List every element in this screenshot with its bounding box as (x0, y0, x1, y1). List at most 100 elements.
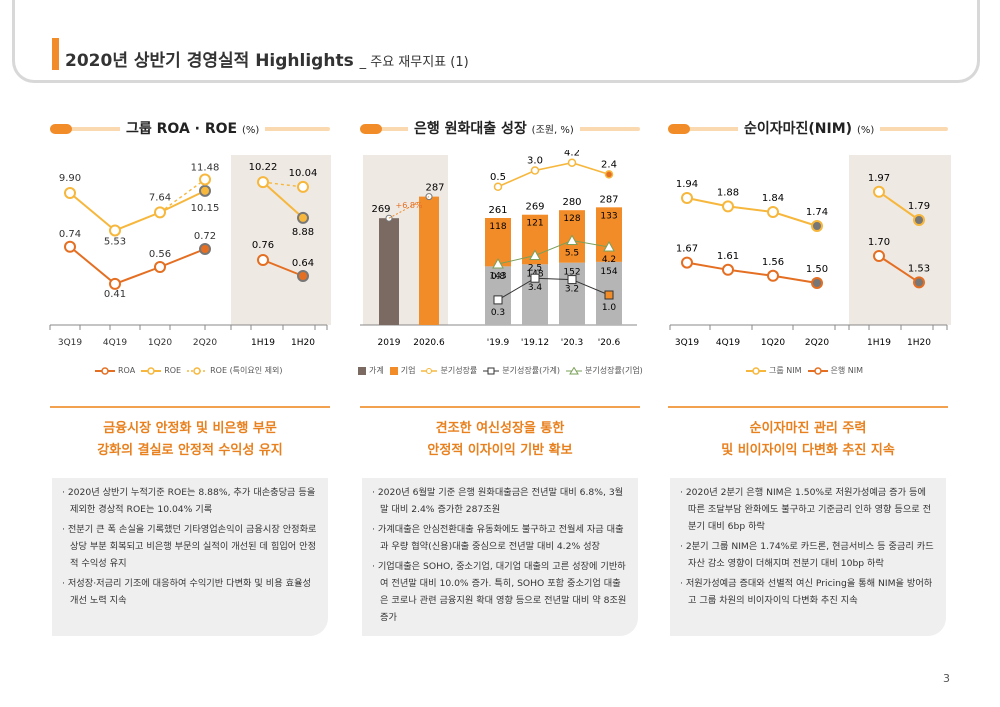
bullet-item: · 저원가성예금 증대와 선별적 여신 Pricing을 통해 NIM을 방어하… (680, 578, 933, 606)
roe-ex-point (199, 173, 211, 186)
x-tick-label: 2Q20 (805, 338, 830, 348)
bank-nim-label: 1.50 (806, 264, 828, 275)
section-dot-2 (360, 124, 382, 134)
roe-point (109, 224, 121, 237)
h-roe-ex-line (262, 181, 304, 188)
legend-group-nim: 그룹 NIM (746, 365, 802, 376)
x-tick-label: '19.12 (521, 338, 549, 348)
x-tick-label: 1H20 (291, 338, 315, 348)
roe-ex-label: 11.48 (191, 162, 220, 173)
legend-qoq: 분기성장률 (421, 365, 477, 376)
chart-roa-roe: 9.90 5.53 7.64 10.15 11.48 0.74 0.41 0.56 0.72 3Q… (49, 155, 331, 348)
qoq-household-point (493, 295, 503, 305)
legend-loans: 가계 기업 분기성장률 분기성장률(가계) 분기성장률(기업) (358, 365, 643, 376)
x-tick-label: 3Q19 (675, 338, 700, 348)
h-roa-point (257, 254, 269, 266)
qoq-household-label: 3.4 (528, 283, 543, 293)
bullet-item: · 저성장·저금리 기조에 대응하여 수익기반 다변화 및 비용 효율성 개선 … (62, 578, 311, 606)
qoq-corporate-point (566, 234, 578, 245)
summary-2: 견조한 여신성장을 통한 안정적 이자이익 기반 확보 (427, 421, 573, 458)
bank-nim-point (681, 256, 693, 269)
household-label: 154 (600, 267, 617, 277)
x-tick-label: 4Q19 (716, 338, 741, 348)
chart-nim: 1.94 1.88 1.84 1.74 1.67 1.61 1.56 1.50 3Q19 4Q19… (669, 155, 951, 348)
h-bank-nim-line (878, 255, 920, 284)
corporate-label: 133 (600, 211, 617, 221)
qoq-corporate-point (603, 240, 615, 252)
roa-label: 0.74 (59, 229, 81, 240)
h-roe-label: 10.22 (249, 162, 278, 173)
section-dot-3 (668, 124, 690, 134)
total-label: 280 (562, 197, 581, 208)
household-label: 143 (489, 271, 506, 281)
header-frame (12, 0, 980, 83)
qoq-point (493, 182, 503, 191)
qoq-household-point (604, 290, 614, 300)
annual-bar (419, 196, 439, 325)
section-title-loans: 은행 원화대출 성장 (조원, %) (408, 118, 580, 138)
h-group-nim-label: 1.79 (908, 201, 930, 212)
household-label: 152 (563, 268, 580, 278)
page-number: 3 (943, 672, 950, 685)
group-nim-point (767, 206, 779, 218)
summary-line-2 (360, 406, 640, 408)
corporate-label: 128 (563, 214, 580, 224)
roe-point (64, 187, 76, 199)
qoq-line (497, 161, 610, 188)
h-group-nim-line (878, 190, 920, 221)
roe-label: 5.53 (104, 236, 126, 247)
roa-label: 0.72 (194, 231, 216, 242)
roa-line (69, 245, 206, 286)
total-label: 261 (488, 205, 507, 216)
legend-roe: ROE (141, 366, 181, 375)
half-panel (849, 155, 951, 325)
page-subtitle: _ 주요 재무지표 (1) (359, 55, 469, 70)
annual-value-label: 269 (371, 204, 390, 215)
bullet-item: · 전분기 큰 폭 손실을 기록했던 기타영업손익이 금융시장 안정화로 상당 … (62, 524, 317, 569)
summary-1: 금융시장 안정화 및 비은행 부문 강화의 결실로 안정적 수익성 유지 (97, 421, 283, 458)
x-tick-label: 1Q20 (761, 338, 786, 348)
bullet-box-1: · 2020년 상반기 누적기준 ROE는 8.88%, 추가 대손충당금 등을… (52, 478, 328, 636)
summary-line-1 (50, 406, 330, 408)
legend-roa: ROA (95, 366, 135, 375)
legend-qoq-household: 분기성장률(가계) (483, 365, 560, 376)
annual-value-label: 287 (425, 183, 444, 194)
qoq-household-line (497, 277, 610, 301)
group-nim-point (811, 220, 823, 232)
group-nim-label: 1.94 (676, 179, 698, 190)
qoq-household-label: 0.3 (491, 308, 505, 318)
half-panel (231, 155, 331, 325)
bank-nim-line (686, 261, 818, 284)
h-roa-point (297, 270, 309, 282)
group-nim-label: 1.74 (806, 207, 828, 218)
legend-bank-nim: 은행 NIM (807, 365, 863, 376)
roe-label: 7.64 (149, 192, 171, 203)
qoq-corporate-point (492, 257, 504, 269)
qoq-corporate-line (497, 239, 610, 265)
roe-point (154, 206, 166, 219)
x-tick-label: 2019 (378, 338, 401, 348)
qoq-label: 0.5 (490, 172, 506, 183)
bank-nim-point (767, 269, 779, 282)
chart-loan-growth: 269287+6.8%20192020.61431182611481212691… (360, 150, 637, 348)
group-nim-point (681, 192, 693, 204)
x-tick-label: 1H19 (251, 338, 275, 348)
bank-nim-label: 1.61 (717, 251, 739, 262)
qoq-household-label: 3.2 (565, 285, 579, 295)
roa-point (199, 243, 211, 255)
h-roe-line (262, 181, 304, 219)
qoq-corporate-label: 0.8 (491, 272, 506, 282)
total-label: 269 (525, 202, 544, 213)
qoq-household-point (530, 273, 540, 283)
qoq-household-point (567, 275, 577, 285)
h-roe-point (257, 176, 269, 189)
section-title-roa-roe: 그룹 ROA · ROE (%) (120, 118, 266, 138)
corporate-label: 121 (526, 219, 543, 229)
bullet-item: · 2020년 2분기 은행 NIM은 1.50%로 저원가성예금 증가 등에 … (680, 487, 932, 532)
roa-point (109, 277, 121, 290)
h-roe-label: 8.88 (292, 227, 314, 238)
h-roa-label: 0.76 (252, 240, 274, 251)
bullet-item: · 2020년 6월말 기준 은행 원화대출금은 전년말 대비 6.8%, 3월… (372, 487, 624, 515)
h-bank-nim-label: 1.53 (908, 263, 930, 274)
h-bank-nim-label: 1.70 (868, 237, 890, 248)
